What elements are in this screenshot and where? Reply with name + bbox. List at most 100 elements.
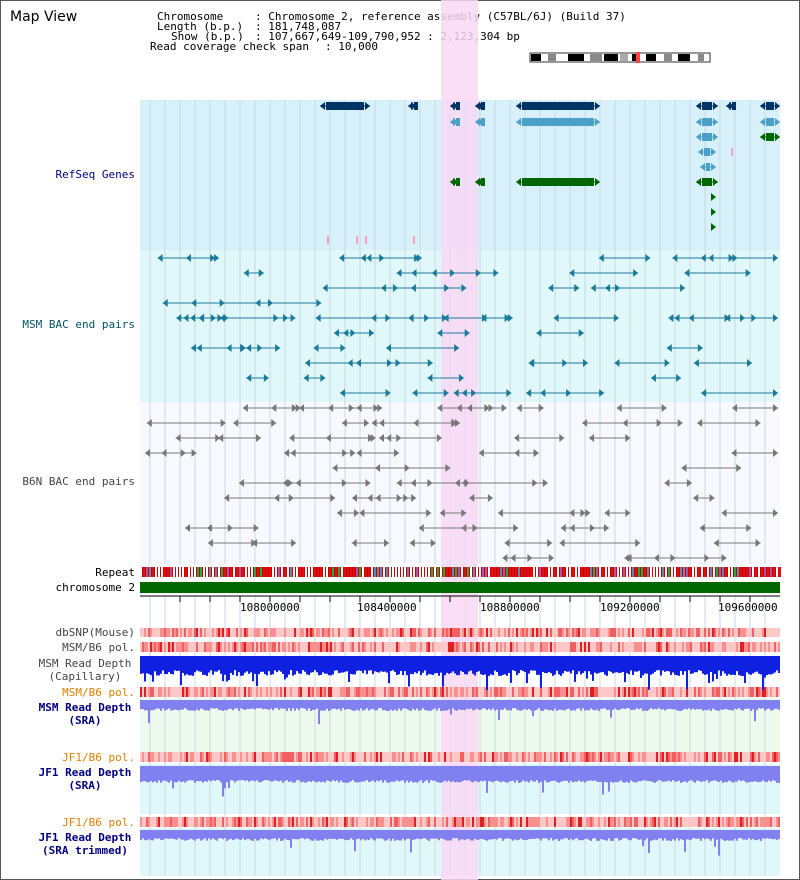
msm-pol2-cell — [248, 687, 250, 697]
chromosome-ideogram[interactable] — [529, 52, 711, 63]
msm-sra-depth-bar — [288, 700, 290, 709]
msm-pol2-cell — [358, 687, 360, 697]
jf1-pol-cell — [370, 752, 372, 762]
msm-sra-depth-bar — [296, 700, 298, 709]
msm-cap-depth-bar — [340, 656, 342, 673]
msm-cap-depth-bar — [434, 656, 436, 674]
msm-pol-cell — [590, 642, 592, 652]
msm-pol2-cell — [742, 687, 744, 697]
msm-sra-depth-bar — [604, 700, 606, 709]
highlight-region[interactable] — [441, 0, 478, 880]
msm-pol2-cell — [234, 687, 236, 697]
b6n-bac-pair-end — [410, 479, 416, 487]
msm-sra-depth-bar — [440, 700, 442, 711]
jf1-trim-depth-bar — [518, 830, 520, 840]
msm-sra-depth-bar — [504, 700, 506, 709]
msm-pol2-cell — [564, 687, 566, 697]
msm-bac-pair-end — [540, 389, 546, 397]
jf1-pol-cell — [548, 752, 550, 762]
jf1-pol2-cell — [298, 817, 300, 827]
b6n-bac-pair-end — [560, 524, 566, 532]
repeat-element — [332, 567, 334, 577]
msm-cap-depth-bar — [206, 656, 208, 676]
msm-sra-depth-bar — [390, 700, 392, 710]
repeat-element — [740, 567, 742, 577]
dbsnp-cell — [470, 628, 472, 637]
jf1-sra-depth-bar — [190, 766, 192, 781]
jf1-sra-depth-bar — [452, 766, 454, 782]
jf1-pol-cell — [702, 752, 704, 762]
jf1-trim-depth-bar — [258, 830, 260, 841]
msm-sra-depth-bar — [176, 700, 178, 710]
msm-cap-depth-bar — [706, 656, 708, 675]
jf1-sra-depth-bar — [760, 766, 762, 782]
msm-pol2-cell — [592, 687, 594, 697]
msm-sra-depth-bar — [264, 700, 266, 709]
msm-pol2-cell — [620, 687, 622, 697]
msm-pol-cell — [334, 642, 336, 652]
jf1-pol2-cell — [772, 817, 774, 827]
jf1-trim-depth-bar — [594, 830, 596, 839]
msm-sra-depth-bar — [284, 700, 286, 709]
jf1-pol2-cell — [272, 817, 274, 827]
msm-pol-cell — [658, 642, 660, 652]
jf1-trim-depth-bar — [158, 830, 160, 839]
msm-pol2-cell — [550, 687, 552, 697]
msm-sra-depth-bar — [624, 700, 626, 709]
jf1-sra-depth-bar — [296, 766, 298, 781]
jf1-pol-cell — [428, 752, 430, 762]
jf1-pol2-cell — [166, 817, 168, 827]
msm-pol2-cell — [432, 687, 434, 697]
jf1-pol2-cell — [526, 817, 528, 827]
gene-arrow-right — [775, 102, 780, 110]
msm-bac-pair-end — [604, 284, 610, 292]
msm-pol-cell — [502, 642, 504, 652]
msm-pol2-cell — [504, 687, 506, 697]
jf1-trim-depth-bar — [678, 830, 680, 841]
msm-pol-cell — [232, 642, 234, 652]
jf1-pol2-cell — [290, 817, 292, 827]
msm-sra-depth-bar — [280, 700, 282, 709]
jf1-sra-depth-bar — [266, 766, 268, 781]
msm-cap-depth-bar — [742, 656, 744, 676]
jf1-pol-cell — [288, 752, 290, 762]
msm-pol-cell — [438, 642, 440, 652]
jf1-sra-depth-bar — [246, 766, 248, 781]
jf1-trim-depth-bar — [328, 830, 330, 839]
jf1-sra-depth-bar — [748, 766, 750, 782]
jf1-pol2-cell — [754, 817, 756, 827]
jf1-trim-depth-bar — [150, 830, 152, 841]
dbsnp-cell — [318, 628, 320, 637]
msm-sra-depth-bar — [644, 700, 646, 711]
msm-cap-depth-bar — [518, 656, 520, 674]
repeat-element — [251, 567, 253, 577]
jf1-trim-depth-bar — [338, 830, 340, 839]
dbsnp-cell — [444, 628, 446, 637]
jf1-pol2-cell — [610, 817, 612, 827]
repeat-element — [548, 567, 550, 577]
jf1-pol-cell — [770, 752, 772, 762]
jf1-pol-cell — [680, 752, 682, 762]
jf1-sra-depth-bar — [638, 766, 640, 781]
repeat-element — [611, 567, 613, 577]
jf1-trim-depth-bar — [398, 830, 400, 841]
msm-cap-depth-bar — [626, 656, 628, 674]
msm-pol-cell — [682, 642, 684, 652]
jf1-trim-depth-bar — [146, 830, 148, 841]
msm-sra-depth-bar — [638, 700, 640, 710]
jf1-pol-cell — [218, 752, 220, 762]
msm-cap-depth-bar — [636, 656, 638, 672]
msm-pol-cell — [562, 642, 564, 652]
msm-pol2-cell — [406, 687, 408, 697]
dbsnp-cell — [362, 628, 364, 637]
jf1-pol-cell — [376, 752, 378, 762]
jf1-pol-cell — [588, 752, 590, 762]
b6n-bac-pair-end — [353, 509, 359, 517]
msm-sra-depth-bar — [568, 700, 570, 709]
jf1-pol-cell — [654, 752, 656, 762]
msm-pol2-cell — [618, 687, 620, 697]
msm-pol2-cell — [314, 687, 316, 697]
repeat-element — [572, 567, 574, 577]
jf1-pol-cell — [490, 752, 492, 762]
